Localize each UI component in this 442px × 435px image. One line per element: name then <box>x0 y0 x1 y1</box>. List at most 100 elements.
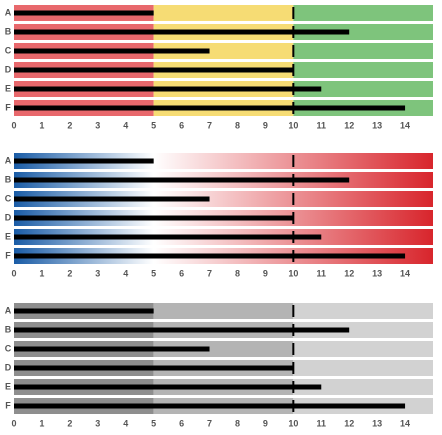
bar <box>14 48 210 54</box>
x-tick-label: 7 <box>207 418 212 428</box>
x-tick-label: 2 <box>67 268 72 278</box>
x-tick-label: 13 <box>372 120 382 130</box>
x-tick-label: 0 <box>11 120 16 130</box>
category-label: A <box>5 155 12 165</box>
x-tick-label: 10 <box>288 418 298 428</box>
range-band <box>153 5 294 21</box>
category-label: D <box>5 64 12 74</box>
x-tick-label: 1 <box>39 418 44 428</box>
x-tick-label: 4 <box>123 120 128 130</box>
range-band <box>293 379 433 395</box>
x-tick-label: 9 <box>263 268 268 278</box>
bar <box>14 196 210 202</box>
x-tick-label: 10 <box>288 268 298 278</box>
x-tick-label: 9 <box>263 418 268 428</box>
target-marker <box>292 174 295 186</box>
x-tick-label: 14 <box>400 418 410 428</box>
x-tick-label: 14 <box>400 120 410 130</box>
range-band <box>293 322 433 338</box>
range-band <box>14 153 433 169</box>
category-label: E <box>5 381 11 391</box>
category-label: B <box>5 26 12 36</box>
category-label: A <box>5 305 12 315</box>
bar <box>14 253 406 259</box>
x-tick-label: 8 <box>235 120 240 130</box>
bar <box>14 86 322 92</box>
category-label: F <box>5 250 11 260</box>
category-label: A <box>5 7 12 17</box>
target-marker <box>292 362 295 374</box>
x-tick-label: 2 <box>67 120 72 130</box>
x-tick-label: 4 <box>123 268 128 278</box>
x-tick-label: 3 <box>95 418 100 428</box>
x-tick-label: 3 <box>95 120 100 130</box>
bar <box>14 67 294 73</box>
category-label: E <box>5 83 11 93</box>
target-marker <box>292 212 295 224</box>
bar <box>14 234 322 240</box>
range-band <box>293 24 433 40</box>
x-tick-label: 5 <box>151 418 156 428</box>
category-label: E <box>5 231 11 241</box>
target-marker <box>292 26 295 38</box>
bar <box>14 10 154 16</box>
x-tick-label: 7 <box>207 120 212 130</box>
target-marker <box>292 83 295 95</box>
range-band <box>14 191 433 207</box>
bar <box>14 158 154 164</box>
x-tick-label: 9 <box>263 120 268 130</box>
target-marker <box>292 193 295 205</box>
x-tick-label: 13 <box>372 418 382 428</box>
x-tick-label: 2 <box>67 418 72 428</box>
target-marker <box>292 343 295 355</box>
bar <box>14 346 210 352</box>
x-tick-label: 8 <box>235 418 240 428</box>
target-marker <box>292 324 295 336</box>
x-tick-label: 6 <box>179 120 184 130</box>
category-label: F <box>5 102 11 112</box>
target-marker <box>292 7 295 19</box>
x-tick-label: 5 <box>151 268 156 278</box>
x-tick-label: 5 <box>151 120 156 130</box>
bar <box>14 29 350 35</box>
x-tick-label: 13 <box>372 268 382 278</box>
target-marker <box>292 250 295 262</box>
range-band <box>293 341 433 357</box>
range-band <box>153 341 294 357</box>
x-tick-label: 8 <box>235 268 240 278</box>
x-tick-label: 10 <box>288 120 298 130</box>
bar <box>14 215 294 221</box>
target-marker <box>292 231 295 243</box>
bar <box>14 384 322 390</box>
x-tick-label: 12 <box>344 418 354 428</box>
target-marker <box>292 400 295 412</box>
bar <box>14 327 350 333</box>
range-band <box>293 303 433 319</box>
x-tick-label: 6 <box>179 418 184 428</box>
target-marker <box>292 155 295 167</box>
category-label: C <box>5 193 12 203</box>
x-tick-label: 0 <box>11 418 16 428</box>
target-marker <box>292 381 295 393</box>
x-tick-label: 0 <box>11 268 16 278</box>
range-band <box>293 62 433 78</box>
range-band <box>153 43 294 59</box>
target-marker <box>292 102 295 114</box>
x-tick-label: 11 <box>317 418 327 428</box>
bar <box>14 177 350 183</box>
x-tick-label: 3 <box>95 268 100 278</box>
target-marker <box>292 305 295 317</box>
range-band <box>293 360 433 376</box>
bar <box>14 365 294 371</box>
category-label: B <box>5 324 12 334</box>
x-tick-label: 7 <box>207 268 212 278</box>
category-label: C <box>5 343 12 353</box>
category-label: C <box>5 45 12 55</box>
bar <box>14 403 406 409</box>
range-band <box>153 303 294 319</box>
x-tick-label: 14 <box>400 268 410 278</box>
x-tick-label: 1 <box>39 120 44 130</box>
x-tick-label: 1 <box>39 268 44 278</box>
target-marker <box>292 45 295 57</box>
